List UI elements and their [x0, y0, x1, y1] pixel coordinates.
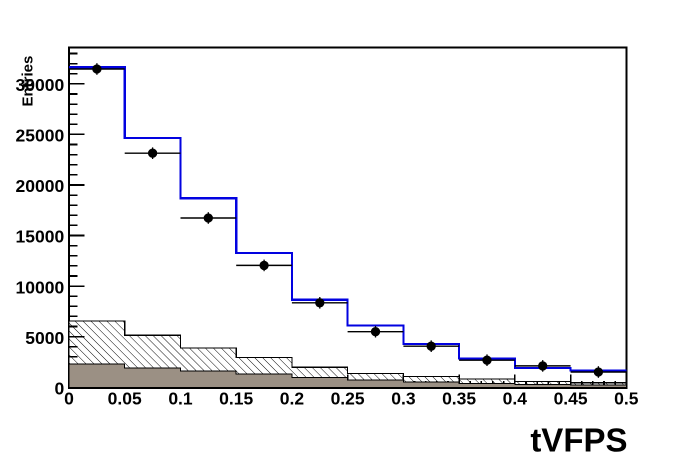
svg-text:15000: 15000	[16, 227, 65, 247]
svg-text:0.4: 0.4	[503, 389, 528, 409]
svg-text:tVFPS: tVFPS	[530, 421, 627, 458]
svg-text:25000: 25000	[16, 126, 65, 146]
svg-text:30000: 30000	[16, 75, 65, 95]
svg-text:10000: 10000	[16, 277, 65, 297]
svg-text:0.05: 0.05	[108, 389, 142, 409]
svg-text:0.45: 0.45	[554, 389, 588, 409]
svg-text:Entries: Entries	[20, 56, 37, 107]
svg-text:0.1: 0.1	[168, 389, 193, 409]
svg-text:0.3: 0.3	[391, 389, 416, 409]
svg-text:0: 0	[54, 378, 64, 398]
svg-text:0.25: 0.25	[331, 389, 365, 409]
svg-text:0: 0	[64, 389, 74, 409]
svg-text:0.15: 0.15	[219, 389, 253, 409]
svg-text:5000: 5000	[25, 328, 64, 348]
svg-text:0.2: 0.2	[280, 389, 305, 409]
svg-text:0.35: 0.35	[442, 389, 476, 409]
svg-text:0.5: 0.5	[614, 389, 639, 409]
svg-text:20000: 20000	[16, 176, 65, 196]
